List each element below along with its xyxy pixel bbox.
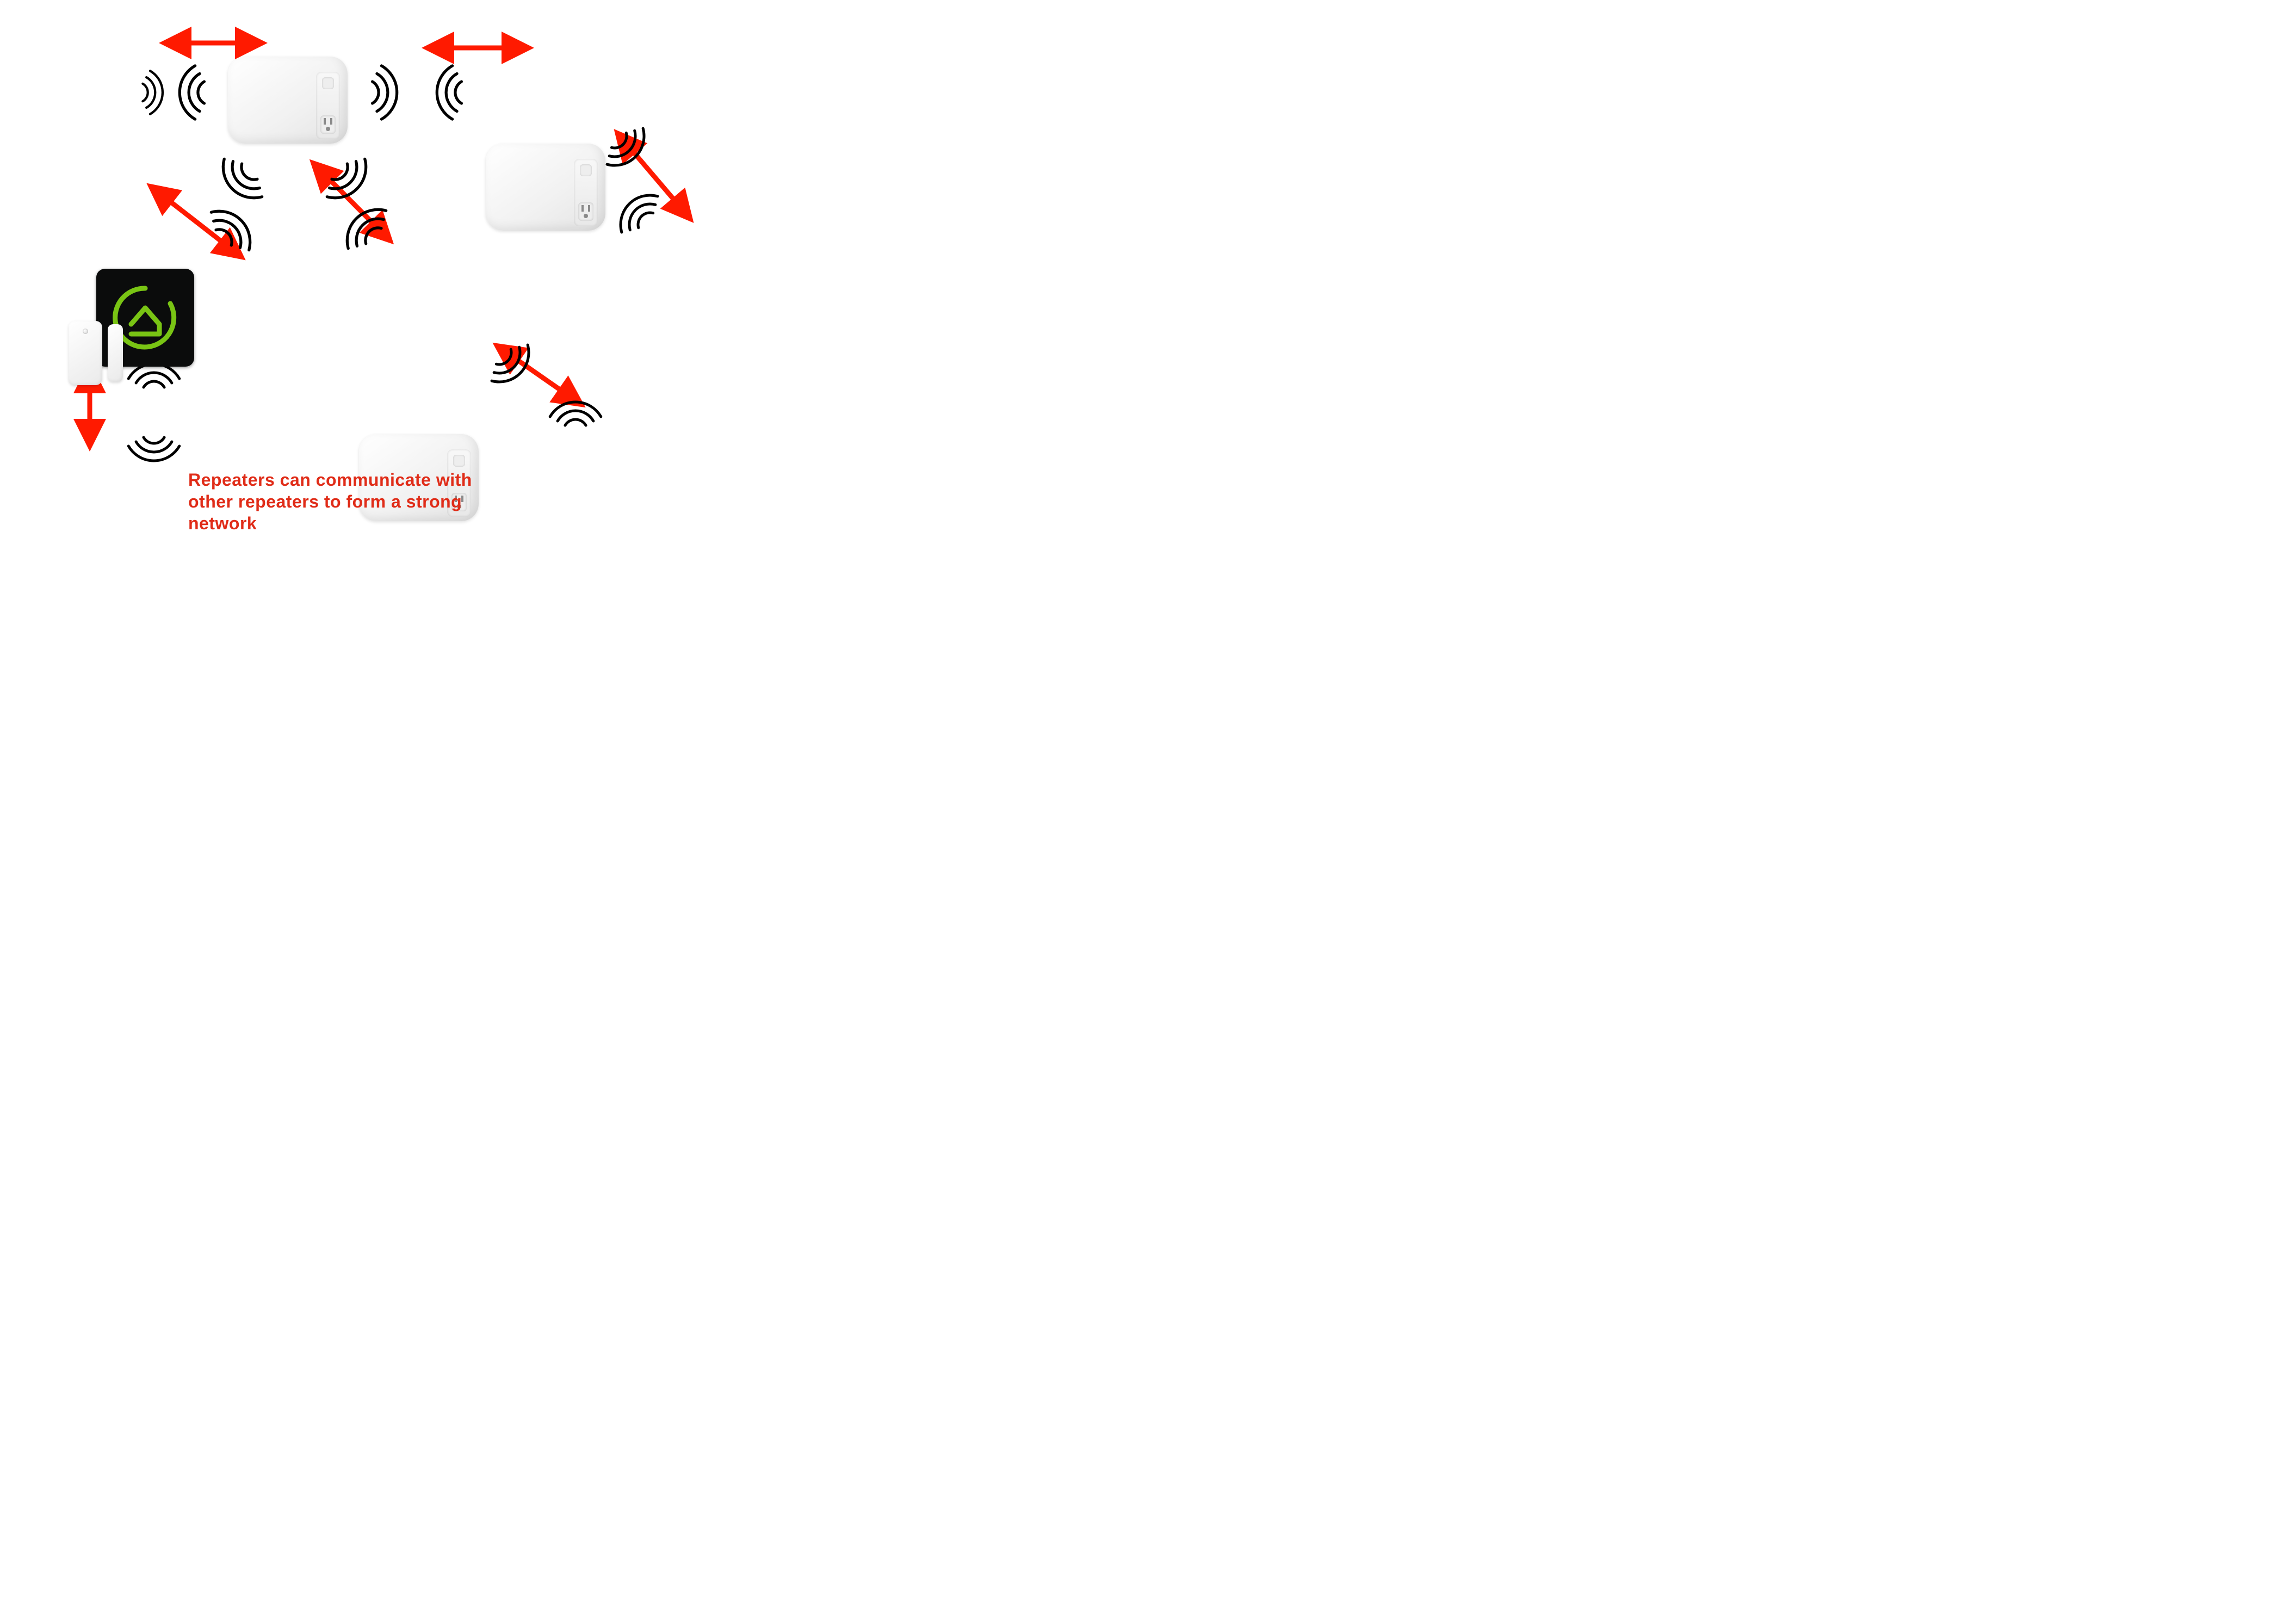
contact-sensor-tl [69, 321, 123, 386]
diagram-stage: Repeaters can communicate with other rep… [0, 0, 765, 538]
plug-button [453, 455, 465, 467]
caption-line-2: other repeaters to form a strong [188, 492, 462, 511]
signal-wave-icon [128, 437, 180, 461]
plug-button [322, 77, 334, 89]
signal-wave-icon [373, 66, 397, 119]
caption-line-3: network [188, 514, 257, 533]
connection-arrow [506, 352, 572, 398]
signal-wave-icon [213, 152, 268, 207]
plug-face [574, 159, 598, 226]
signal-wave-icon [437, 66, 461, 119]
plug-button [580, 164, 592, 176]
plug-outlet-icon [320, 115, 336, 134]
plug-outlet-icon [578, 202, 593, 221]
signal-wave-icon [486, 339, 539, 392]
plug-face [316, 72, 340, 139]
caption-text: Repeaters can communicate with other rep… [188, 469, 493, 534]
caption-line-1: Repeaters can communicate with [188, 470, 472, 490]
waves-group [128, 66, 664, 461]
signal-wave-icon [550, 402, 601, 425]
signal-wave-icon [337, 200, 392, 255]
signal-wave-icon [180, 66, 204, 119]
smart-plug-a [228, 57, 348, 144]
signal-wave-icon [611, 186, 664, 239]
smart-plug-b [486, 144, 605, 231]
signal-wave-icon [128, 364, 180, 387]
signal-wave-icon [143, 71, 163, 114]
